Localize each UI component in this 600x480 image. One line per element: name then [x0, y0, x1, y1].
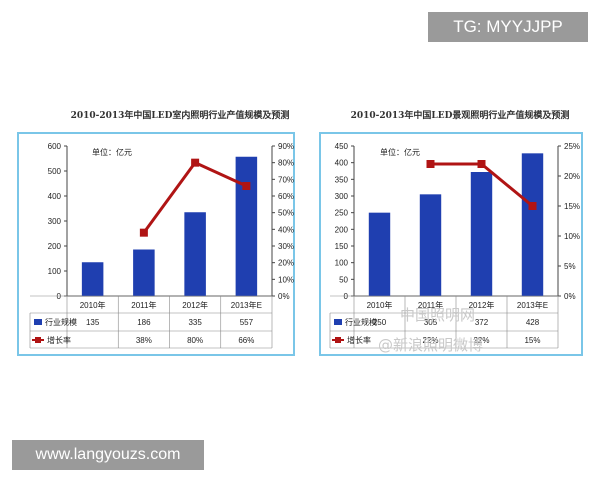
- bar: [81, 262, 104, 296]
- y-tick-label: 450: [335, 142, 349, 151]
- table-cell: 80%: [187, 336, 203, 345]
- y2-tick-label: 60%: [278, 192, 294, 201]
- y-tick-label: 250: [335, 209, 349, 218]
- unit-label: 单位：亿元: [380, 147, 420, 157]
- y-tick-label: 200: [48, 242, 62, 251]
- table-cell: 15%: [524, 336, 540, 345]
- y-tick-label: 50: [339, 275, 348, 284]
- x-tick-label: 2013年E: [517, 300, 548, 310]
- table-cell: 66%: [238, 336, 254, 345]
- y-tick-label: 100: [48, 267, 62, 276]
- y-tick-label: 200: [335, 225, 349, 234]
- bar: [521, 153, 544, 296]
- y2-tick-label: 90%: [278, 142, 294, 151]
- y2-tick-label: 30%: [278, 242, 294, 251]
- table-cell: 372: [475, 318, 489, 327]
- bar: [470, 172, 493, 296]
- chart-frame: [319, 132, 583, 356]
- y-tick-label: 0: [344, 292, 349, 301]
- y-tick-label: 600: [48, 142, 62, 151]
- y-tick-label: 100: [335, 259, 349, 268]
- growth-point: [139, 228, 148, 237]
- y-tick-label: 300: [335, 192, 349, 201]
- growth-point: [426, 160, 435, 168]
- bar: [133, 249, 155, 296]
- x-tick-label: 2011年: [131, 300, 156, 310]
- table-cell: 22%: [473, 336, 489, 345]
- x-tick-label: 2012年: [469, 300, 495, 310]
- chart-title: 2010-2013年中国LED室内照明行业产值规模及预测: [71, 109, 290, 121]
- chart-frame: [17, 132, 295, 356]
- table-cell: 335: [188, 318, 202, 327]
- legend-label: 增长率: [47, 335, 71, 345]
- x-tick-label: 2011年: [418, 300, 443, 310]
- x-tick-label: 2012年: [182, 300, 208, 310]
- y2-tick-label: 15%: [564, 202, 580, 211]
- y2-tick-label: 5%: [564, 262, 576, 271]
- website-watermark: www.langyouzs.com: [12, 440, 204, 470]
- y-tick-label: 150: [335, 242, 349, 251]
- y-tick-label: 0: [57, 292, 62, 301]
- legend-label: 增长率: [347, 335, 371, 345]
- table-cell: 135: [86, 318, 100, 327]
- x-tick-label: 2010年: [80, 300, 106, 310]
- y2-tick-label: 80%: [278, 159, 294, 168]
- x-tick-label: 2010年: [367, 300, 393, 310]
- y2-tick-label: 0%: [564, 292, 576, 301]
- growth-point: [477, 160, 486, 168]
- legend-label: 行业规模: [345, 317, 377, 327]
- y2-tick-label: 20%: [564, 172, 580, 181]
- bar: [235, 156, 258, 296]
- y2-tick-label: 20%: [278, 259, 294, 268]
- table-cell: 186: [137, 318, 151, 327]
- watermark-line2: @新浪照明微博: [378, 336, 483, 354]
- growth-point: [242, 182, 251, 190]
- chart-title: 2010-2013年中国LED景观照明行业产值规模及预测: [351, 109, 570, 121]
- y2-tick-label: 10%: [278, 275, 294, 284]
- legend-swatch-bar: [34, 319, 42, 325]
- y2-tick-label: 50%: [278, 209, 294, 218]
- table-cell: 22%: [422, 336, 438, 345]
- y-tick-label: 300: [48, 217, 62, 226]
- y2-tick-label: 10%: [564, 232, 580, 241]
- table-cell: 250: [373, 318, 387, 327]
- y-tick-label: 400: [335, 159, 349, 168]
- legend-swatch-marker: [335, 337, 341, 343]
- x-tick-label: 2013年E: [231, 300, 262, 310]
- y2-tick-label: 70%: [278, 175, 294, 184]
- y-tick-label: 350: [335, 175, 349, 184]
- y2-tick-label: 40%: [278, 225, 294, 234]
- y-tick-label: 400: [48, 192, 62, 201]
- y2-tick-label: 0%: [278, 292, 290, 301]
- growth-point: [191, 158, 200, 167]
- table-cell: 38%: [136, 336, 152, 345]
- telegram-tag: TG: MYYJJPP: [428, 12, 588, 42]
- unit-label: 单位：亿元: [92, 147, 132, 157]
- bar: [184, 212, 206, 296]
- legend-swatch-bar: [334, 319, 342, 325]
- bar: [419, 194, 442, 296]
- y2-tick-label: 25%: [564, 142, 580, 151]
- table-cell: 428: [526, 318, 540, 327]
- watermark-line1: 中国照明网: [400, 306, 475, 324]
- growth-point: [528, 202, 537, 210]
- table-cell: 557: [240, 318, 254, 327]
- legend-label: 行业规模: [45, 317, 77, 327]
- bar: [368, 212, 391, 296]
- legend-swatch-marker: [35, 337, 41, 343]
- table-cell: 305: [424, 318, 438, 327]
- y-tick-label: 500: [48, 167, 62, 176]
